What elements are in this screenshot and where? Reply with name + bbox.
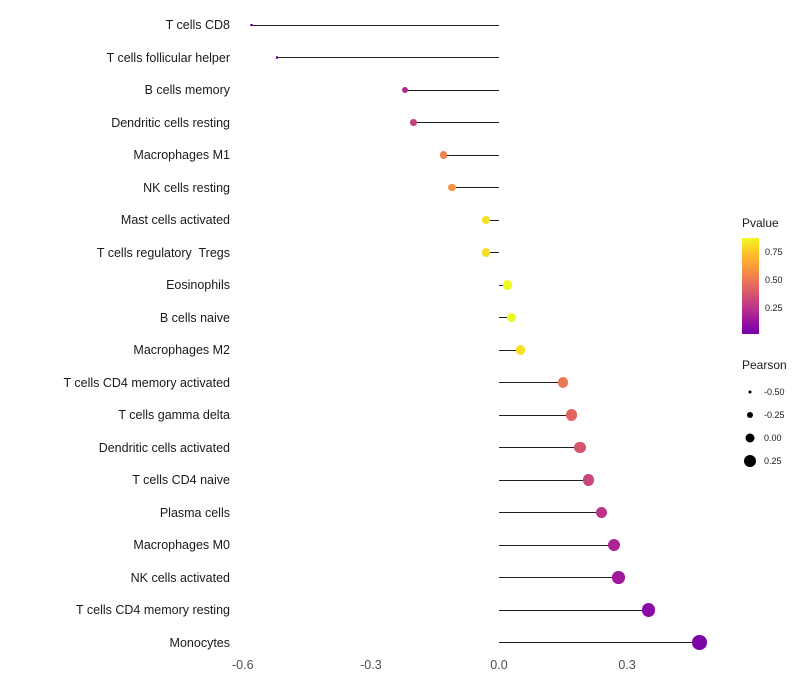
- lollipop-stem: [276, 57, 499, 58]
- pearson-legend-label: -0.50: [764, 386, 785, 397]
- lollipop-stem: [251, 24, 499, 26]
- category-label: T cells CD8: [165, 18, 230, 32]
- lollipop-stem: [499, 512, 602, 513]
- data-point-dot: [410, 119, 417, 126]
- pearson-legend-item: -0.50: [742, 380, 800, 403]
- lollipop-stem: [486, 252, 499, 253]
- data-point-dot: [566, 409, 578, 421]
- lollipop-stem: [499, 609, 649, 611]
- pearson-legend-dot-box: [742, 407, 757, 422]
- pearson-size-legend: -0.50 -0.25 0.00 0.25: [742, 380, 800, 472]
- pearson-legend-title: Pearson: [742, 358, 787, 372]
- lollipop-stem: [499, 577, 619, 578]
- lollipop-stem: [413, 122, 499, 123]
- x-axis-tick-label: -0.6: [232, 658, 254, 672]
- data-point-dot: [439, 151, 448, 159]
- category-label: Macrophages M2: [133, 343, 230, 357]
- lollipop-stem: [452, 187, 499, 188]
- pearson-legend-dot-box: [742, 384, 757, 399]
- category-label: Monocytes: [169, 635, 230, 650]
- lollipop-stem: [499, 317, 512, 318]
- pvalue-colorbar-wrap: 0.75 0.50 0.25: [742, 238, 800, 334]
- category-label: Eosinophils: [166, 278, 230, 292]
- data-point-dot: [502, 280, 513, 290]
- x-axis-tick-label: 0.3: [618, 658, 636, 672]
- data-point-dot: [595, 506, 608, 519]
- category-label: NK cells activated: [130, 570, 230, 585]
- category-label: NK cells resting: [143, 180, 230, 195]
- category-label: B cells naive: [159, 310, 230, 325]
- pearson-legend-dot-box: [742, 430, 757, 445]
- data-point-dot: [507, 312, 517, 323]
- x-axis-tick-label: -0.3: [360, 658, 382, 672]
- pearson-legend-item: 0.00: [742, 426, 800, 449]
- category-label: Mast cells activated: [120, 213, 230, 227]
- lollipop-stem: [443, 154, 499, 156]
- pvalue-tick-label: 0.50: [765, 275, 783, 286]
- lollipop-stem: [499, 414, 572, 416]
- data-point-dot: [582, 474, 595, 486]
- pvalue-legend-title: Pvalue: [742, 216, 779, 230]
- data-point-dot: [401, 86, 409, 94]
- category-label: Dendritic cells resting: [111, 115, 230, 130]
- lollipop-stem: [499, 642, 700, 643]
- lollipop-stem: [405, 89, 499, 91]
- pvalue-colorbar: [742, 238, 759, 334]
- data-point-dot: [574, 441, 586, 454]
- category-label: T cells regulatory Tregs: [96, 245, 230, 260]
- data-point-dot: [692, 635, 707, 650]
- pearson-legend-item: 0.25: [742, 449, 800, 472]
- lollipop-stem: [499, 544, 615, 546]
- pvalue-tick-label: 0.25: [765, 303, 783, 314]
- category-label: T cells follicular helper: [106, 50, 230, 65]
- x-axis-tick-label: 0.0: [490, 658, 508, 672]
- data-point-dot: [608, 538, 621, 552]
- category-label: T cells CD4 memory resting: [76, 603, 230, 617]
- lollipop-stem: [499, 382, 564, 383]
- data-point-dot: [481, 215, 491, 225]
- data-point-dot: [612, 571, 625, 584]
- category-label: B cells memory: [144, 83, 230, 97]
- data-point-dot: [250, 23, 253, 27]
- data-point-dot: [515, 345, 526, 355]
- pearson-legend-label: -0.25: [764, 409, 785, 420]
- category-label: Macrophages M1: [133, 148, 230, 162]
- category-label: T cells gamma delta: [118, 408, 230, 422]
- category-label: Dendritic cells activated: [98, 440, 230, 455]
- data-point-dot: [448, 183, 456, 192]
- category-label: T cells CD4 memory activated: [63, 375, 231, 390]
- lollipop-stem: [499, 349, 521, 351]
- pearson-legend-item: -0.25: [742, 403, 800, 426]
- pearson-legend-dot: [748, 390, 751, 393]
- pearson-legend-dot: [745, 433, 754, 442]
- pearson-legend-label: 0.00: [764, 432, 782, 443]
- data-point-dot: [641, 603, 656, 617]
- pvalue-tick-label: 0.75: [765, 247, 783, 258]
- category-label: T cells CD4 naive: [132, 473, 230, 487]
- legend: Pvalue 0.75 0.50 0.25 Pearson -0.50 -0.25 0.…: [742, 216, 800, 472]
- lollipop-stem: [499, 479, 589, 481]
- category-label: Macrophages M0: [133, 538, 230, 552]
- pearson-legend-label: 0.25: [764, 455, 782, 466]
- pearson-legend-dot-box: [742, 453, 757, 468]
- lollipop-stem: [499, 447, 581, 448]
- pearson-legend-dot: [743, 454, 756, 467]
- data-point-dot: [275, 56, 279, 59]
- lollipop-stem: [486, 219, 499, 221]
- category-label: Plasma cells: [159, 505, 230, 520]
- data-point-dot: [557, 377, 569, 388]
- pearson-legend-dot: [746, 411, 753, 418]
- data-point-dot: [481, 248, 491, 257]
